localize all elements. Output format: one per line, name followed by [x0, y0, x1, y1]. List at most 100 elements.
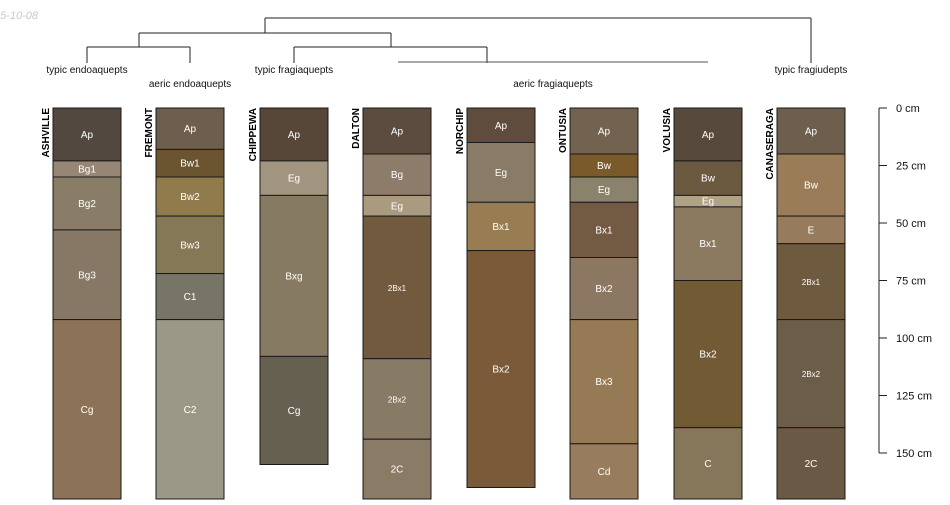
- horizon-label: E: [808, 225, 815, 236]
- dendrogram-branch-endoaquepts: [86, 46, 191, 63]
- horizon-label: Bw2: [180, 192, 200, 203]
- depth-tick-label: 25 cm: [896, 161, 926, 173]
- horizon-ap: [259, 107, 329, 162]
- horizon-label: Bg: [391, 170, 403, 181]
- horizon-bx2: [673, 280, 743, 429]
- taxon-label: typic endoaquepts: [46, 65, 127, 76]
- depth-tick-label: 150 cm: [896, 448, 932, 460]
- dendrogram-branch-mid: [138, 32, 392, 47]
- horizon-label: Bw: [701, 174, 716, 185]
- profile-name-label: VOLUSIA: [662, 108, 673, 152]
- depth-tick-label: 125 cm: [896, 391, 932, 403]
- horizon-label: Eg: [702, 197, 714, 208]
- horizon-ap: [155, 107, 225, 150]
- horizon-label: Bx2: [699, 350, 717, 361]
- dendrogram-branch-root: [264, 17, 812, 63]
- soil-profile-dalton: Ap Bg Eg 2Bx1 2Bx2 2C DALTON: [351, 107, 432, 500]
- horizon-2bx1: [776, 243, 846, 321]
- profile-name-label: FREMONT: [144, 108, 155, 157]
- profiles-group: Ap Bg1 Bg2 Bg3 Cg ASHVILLE Ap Bw1 Bw2 Bw3 C1 C2 FREM…: [41, 107, 846, 500]
- horizon-bx2: [466, 250, 536, 488]
- horizon-label: 2C: [391, 465, 404, 476]
- horizon-label: Eg: [598, 185, 610, 196]
- horizon-label: Bg1: [78, 164, 96, 175]
- horizon-2c: [362, 438, 432, 500]
- horizon-label: Bx3: [595, 377, 613, 388]
- horizon-eg: [466, 142, 536, 203]
- horizon-bw1: [155, 148, 225, 178]
- horizon-label: Eg: [288, 174, 300, 185]
- horizon-label: Ap: [702, 130, 715, 141]
- soil-profile-chippewa: Ap Eg Bxg Cg CHIPPEWA: [248, 107, 329, 465]
- horizon-label: Eg: [391, 201, 403, 212]
- depth-tick-label: 0 cm: [896, 103, 920, 115]
- horizon-2bx2: [362, 358, 432, 440]
- horizon-bx2: [569, 257, 639, 321]
- horizon-label: Ap: [391, 127, 404, 138]
- profile-name-label: NORCHIP: [455, 108, 466, 154]
- horizon-label: Cg: [81, 405, 94, 416]
- horizon-label: Bx1: [699, 239, 717, 250]
- horizon-bw2: [155, 176, 225, 217]
- horizon-2c: [776, 427, 846, 500]
- soil-profile-canaseraga: Ap Bw E 2Bx1 2Bx2 2C CANASERAGA: [765, 107, 846, 500]
- profile-name-label: CHIPPEWA: [248, 108, 259, 161]
- horizon-bw: [776, 153, 846, 217]
- date-stamp: 25-10-08: [0, 10, 39, 22]
- horizon-label: Cd: [598, 467, 611, 478]
- horizon-2bx2: [776, 319, 846, 429]
- taxon-label: typic fragiudepts: [775, 65, 848, 76]
- horizon-label: Bw: [804, 181, 819, 192]
- horizon-label: C2: [184, 405, 197, 416]
- taxonomy-dendrogram: [86, 17, 812, 63]
- horizon-label: Bg2: [78, 199, 96, 210]
- horizon-label: Bx2: [492, 365, 510, 376]
- soil-profile-norchip: Ap Eg Bx1 Bx2 NORCHIP: [455, 107, 536, 488]
- horizon-ap: [362, 107, 432, 155]
- depth-axis: 0 cm 25 cm 50 cm 75 cm 100 cm 125 cm 150 cm: [878, 103, 932, 460]
- soil-profile-ashville: Ap Bg1 Bg2 Bg3 Cg ASHVILLE: [41, 107, 122, 500]
- depth-tick-label: 100 cm: [896, 333, 932, 345]
- taxon-label: aeric endoaquepts: [149, 79, 231, 90]
- horizon-label: Bw1: [180, 159, 200, 170]
- horizon-label: Bw: [597, 161, 612, 172]
- horizon-bw: [673, 160, 743, 196]
- horizon-cg: [259, 355, 329, 465]
- horizon-eg: [569, 176, 639, 203]
- horizon-2bx1: [362, 215, 432, 360]
- horizon-label: Bxg: [285, 271, 302, 282]
- horizon-c2: [155, 319, 225, 500]
- horizon-label: Bx2: [595, 284, 613, 295]
- taxon-label: typic fragiaquepts: [255, 65, 333, 76]
- depth-tick-label: 75 cm: [896, 276, 926, 288]
- horizon-label: Bg3: [78, 270, 96, 281]
- horizon-label: Cg: [288, 406, 301, 417]
- horizon-bg3: [52, 229, 122, 321]
- profile-name-label: DALTON: [351, 108, 362, 149]
- horizon-label: 2C: [805, 459, 818, 470]
- horizon-eg: [259, 160, 329, 196]
- horizon-ap: [673, 107, 743, 162]
- horizon-cg: [52, 319, 122, 500]
- horizon-label: Bw3: [180, 240, 200, 251]
- horizon-bx3: [569, 319, 639, 445]
- soil-profile-fremont: Ap Bw1 Bw2 Bw3 C1 C2 FREMONT: [144, 107, 225, 500]
- horizon-label: 2Bx1: [388, 284, 407, 293]
- horizon-label: C: [704, 459, 711, 470]
- horizon-bx1: [673, 206, 743, 281]
- horizon-label: Ap: [184, 124, 197, 135]
- horizon-label: Ap: [495, 121, 508, 132]
- horizon-label: 2Bx2: [388, 395, 407, 404]
- horizon-label: Ap: [598, 127, 611, 138]
- soil-profile-volusia: Ap Bw Eg Bx1 Bx2 C VOLUSIA: [662, 107, 743, 500]
- profile-name-label: ASHVILLE: [41, 108, 52, 158]
- horizon-label: Ap: [81, 130, 94, 141]
- soil-profile-ontusia: Ap Bw Eg Bx1 Bx2 Bx3 Cd ONTUSIA: [558, 107, 639, 500]
- horizon-label: Bx1: [595, 225, 613, 236]
- horizon-c1: [155, 273, 225, 321]
- profile-name-label: ONTUSIA: [558, 108, 569, 153]
- depth-tick-label: 50 cm: [896, 218, 926, 230]
- horizon-label: 2Bx2: [802, 370, 821, 379]
